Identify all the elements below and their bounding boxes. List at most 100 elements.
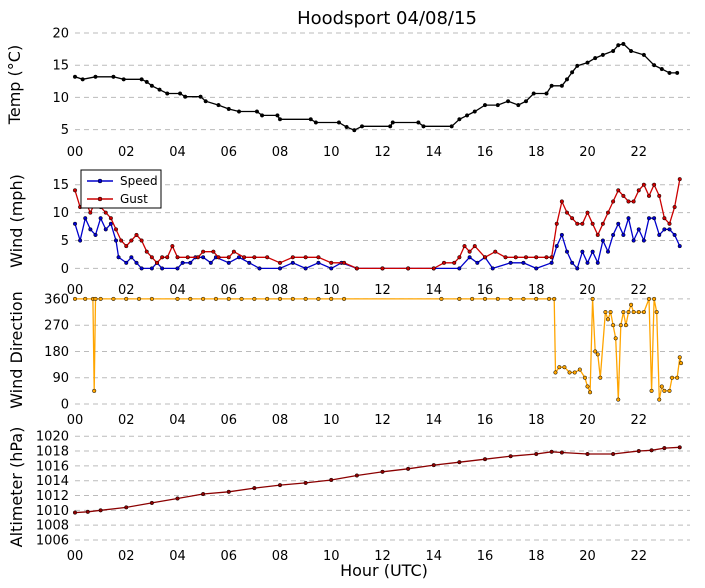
wind-data-point xyxy=(590,221,595,226)
wind-x-tick-label: 22 xyxy=(630,283,647,298)
temp-x-tick-label: 10 xyxy=(323,145,340,160)
wind-data-point xyxy=(103,210,108,215)
wind-data-point xyxy=(585,210,590,215)
wind-data-point xyxy=(631,238,636,243)
temp-data-point xyxy=(388,124,393,129)
alt-data-point xyxy=(649,448,654,453)
temp-data-point xyxy=(531,91,536,96)
wind-data-point xyxy=(139,238,144,243)
wind-data-point xyxy=(554,244,559,249)
alt-data-point xyxy=(559,450,564,455)
dir-y-axis-label: Wind Direction xyxy=(7,291,26,409)
temp-x-tick-label: 14 xyxy=(425,145,442,160)
dir-data-point xyxy=(470,296,475,301)
wind-data-point xyxy=(88,227,93,232)
temp-data-point xyxy=(667,70,672,75)
alt-series-line-0 xyxy=(74,446,680,514)
wind-data-point xyxy=(457,266,462,271)
temp-x-tick-label: 20 xyxy=(579,145,596,160)
dir-data-point xyxy=(659,384,664,389)
temp-data-point xyxy=(611,48,616,54)
wind-data-point xyxy=(585,260,590,265)
dir-data-point xyxy=(188,296,193,301)
wind-x-tick-label: 08 xyxy=(272,283,289,298)
dir-data-point xyxy=(93,296,98,301)
dir-data-point xyxy=(675,375,680,380)
dir-data-point xyxy=(667,388,672,393)
wind-data-point xyxy=(575,266,580,271)
temp-data-point xyxy=(465,113,470,118)
wind-data-point xyxy=(657,193,662,198)
dir-data-point xyxy=(482,296,488,301)
wind-data-point xyxy=(580,249,585,254)
alt-y-tick-label: 1014 xyxy=(36,474,69,489)
dir-data-point xyxy=(654,310,659,315)
wind-data-point xyxy=(231,249,236,254)
wind-x-tick-label: 16 xyxy=(477,283,494,298)
wind-data-point xyxy=(277,260,283,265)
temp-data-point xyxy=(675,70,680,75)
wind-x-tick-label: 20 xyxy=(579,283,596,298)
alt-x-tick-label: 04 xyxy=(169,549,186,564)
dir-data-point xyxy=(608,310,613,315)
wind-data-point xyxy=(98,216,103,221)
wind-data-point xyxy=(621,232,626,237)
dir-data-point xyxy=(552,296,557,301)
dir-data-point xyxy=(342,296,347,301)
alt-data-point xyxy=(329,477,334,483)
wind-data-point xyxy=(467,249,472,254)
wind-series-line-0 xyxy=(74,215,681,270)
wind-data-point xyxy=(103,227,108,232)
dir-data-point xyxy=(316,296,321,301)
alt-data-point xyxy=(508,454,513,459)
wind-data-point xyxy=(316,260,321,265)
dir-series-line-0 xyxy=(75,298,682,400)
wind-data-point xyxy=(570,260,575,265)
dir-data-point xyxy=(439,296,444,301)
dir-x-tick-label: 16 xyxy=(477,413,494,428)
wind-data-point xyxy=(472,244,477,249)
dir-data-point xyxy=(572,370,577,375)
temp-data-point xyxy=(336,120,341,125)
temp-data-point xyxy=(260,113,265,118)
temp-data-point xyxy=(72,74,78,79)
alt-data-point xyxy=(677,445,682,450)
alt-data-point xyxy=(226,489,231,494)
dir-data-point xyxy=(662,388,667,393)
dir-data-point xyxy=(457,296,462,301)
wind-data-point xyxy=(605,210,611,215)
dir-data-point xyxy=(631,310,636,315)
wind-data-point xyxy=(641,182,646,187)
dir-x-tick-label: 12 xyxy=(374,413,391,428)
wind-data-point xyxy=(170,244,175,249)
alt-y-tick-label: 1010 xyxy=(36,504,69,519)
wind-data-point xyxy=(595,260,600,265)
dir-y-tick-label: 180 xyxy=(44,345,69,360)
alt-x-tick-label: 06 xyxy=(220,549,237,564)
wind-data-point xyxy=(595,232,600,237)
wind-data-point xyxy=(646,193,652,198)
wind-data-point xyxy=(523,255,529,260)
wind-data-point xyxy=(521,260,526,265)
wind-data-point xyxy=(139,266,144,271)
wind-data-point xyxy=(160,266,165,271)
dir-data-point xyxy=(98,296,103,301)
wind-data-point xyxy=(636,188,641,193)
wind-data-point xyxy=(534,255,539,260)
temp-data-point xyxy=(254,109,259,114)
dir-data-point xyxy=(678,361,684,366)
temp-data-point xyxy=(457,117,462,122)
wind-data-point xyxy=(549,255,554,260)
wind-data-point xyxy=(180,260,185,265)
temp-data-point xyxy=(641,52,646,57)
wind-y-tick-label: 5 xyxy=(61,234,69,249)
dir-data-point xyxy=(605,317,611,322)
temp-y-tick-label: 15 xyxy=(52,59,69,74)
alt-x-tick-label: 00 xyxy=(67,549,84,564)
wind-data-point xyxy=(490,266,495,271)
wind-data-point xyxy=(354,266,359,271)
dir-data-point xyxy=(547,296,552,301)
wind-data-point xyxy=(236,255,242,260)
temp-x-tick-label: 16 xyxy=(477,145,494,160)
